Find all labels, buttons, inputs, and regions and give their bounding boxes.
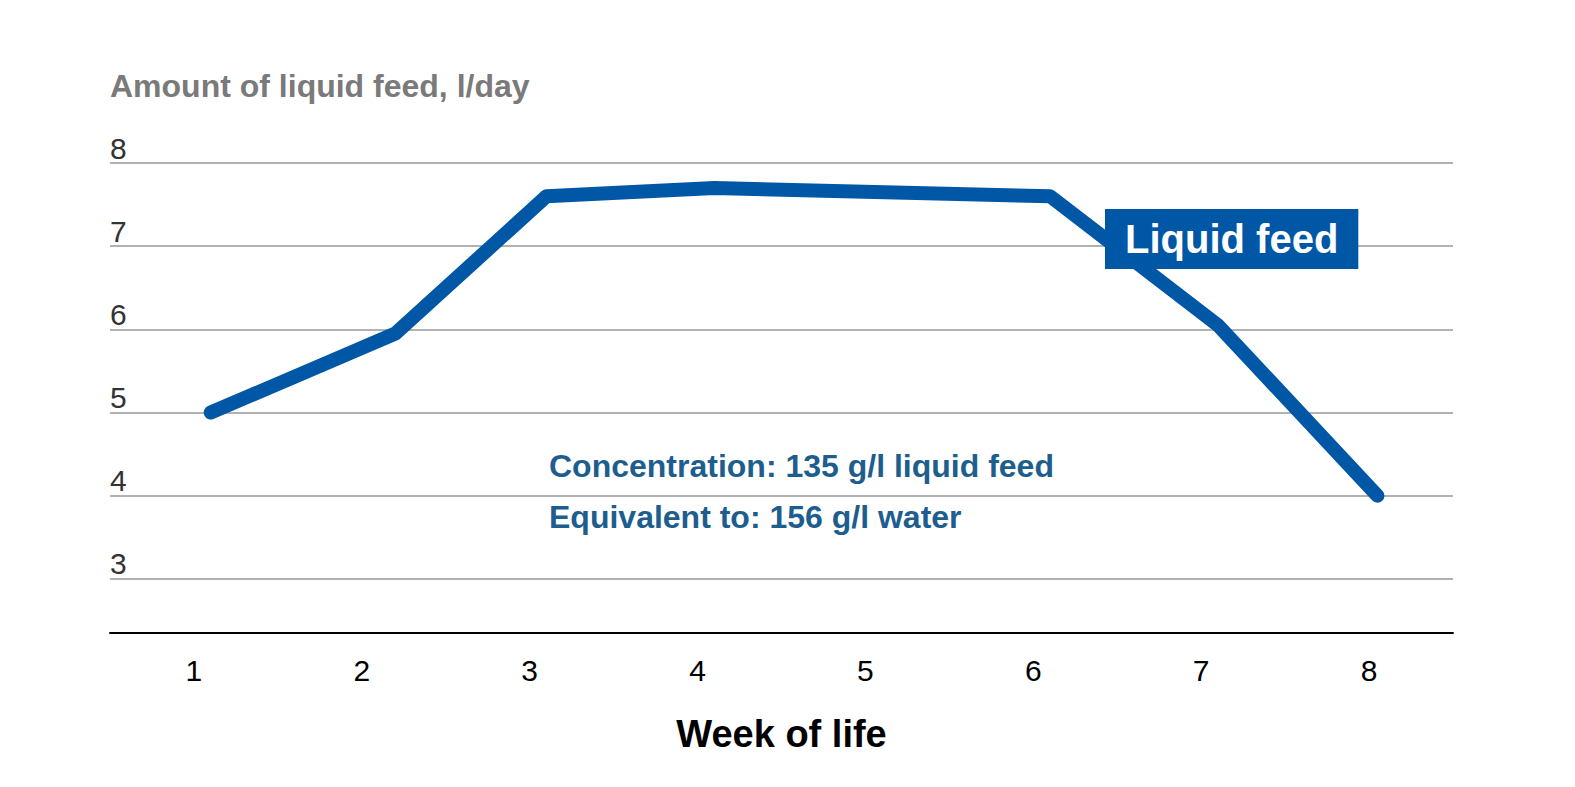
svg-text:5: 5 — [110, 381, 127, 414]
svg-text:2: 2 — [353, 654, 370, 687]
svg-text:8: 8 — [110, 132, 127, 165]
svg-text:Week of life: Week of life — [676, 713, 886, 755]
svg-text:4: 4 — [110, 464, 127, 497]
svg-text:Equivalent to: 156 g/l water: Equivalent to: 156 g/l water — [549, 499, 962, 535]
svg-text:Concentration: 135 g/l liquid: Concentration: 135 g/l liquid feed — [549, 448, 1054, 484]
svg-text:6: 6 — [110, 298, 127, 331]
svg-text:1: 1 — [186, 654, 203, 687]
svg-text:Amount of liquid feed, l/day: Amount of liquid feed, l/day — [110, 68, 530, 104]
svg-text:3: 3 — [110, 547, 127, 580]
svg-text:6: 6 — [1025, 654, 1042, 687]
svg-text:8: 8 — [1361, 654, 1378, 687]
svg-text:4: 4 — [689, 654, 706, 687]
svg-text:7: 7 — [1193, 654, 1210, 687]
svg-text:7: 7 — [110, 215, 127, 248]
svg-text:3: 3 — [521, 654, 538, 687]
svg-text:Liquid feed: Liquid feed — [1125, 217, 1338, 261]
svg-text:5: 5 — [857, 654, 874, 687]
